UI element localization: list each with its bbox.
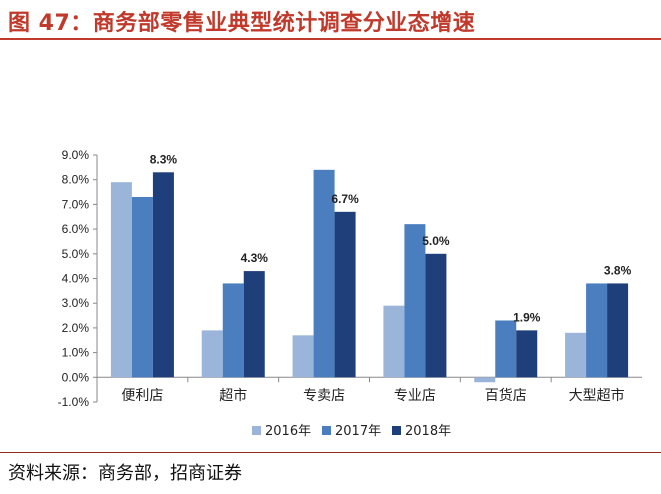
bar	[474, 377, 496, 383]
bar	[334, 211, 356, 378]
y-tick-label: 5.0%	[62, 247, 90, 261]
bar	[383, 305, 405, 378]
x-category-label: 专卖店	[303, 388, 345, 404]
bar	[586, 283, 608, 378]
data-label: 6.7%	[331, 192, 359, 206]
y-tick-label: 8.0%	[62, 173, 90, 187]
data-label: 3.8%	[604, 263, 632, 277]
figure-title: 图 47：商务部零售业典型统计调查分业态增速	[8, 11, 476, 36]
legend-label: 2018年	[405, 424, 451, 439]
x-axis: 便利店 超市 专卖店 专业店 百货店 大型超市	[97, 376, 642, 404]
legend-swatch	[322, 426, 331, 435]
legend-label: 2017年	[335, 424, 381, 439]
x-category-label: 大型超市	[569, 387, 625, 404]
legend-swatch	[392, 426, 401, 435]
y-tick-label: 1.0%	[62, 346, 90, 360]
x-category-label: 专业店	[394, 388, 436, 404]
bar	[201, 330, 223, 378]
data-label: 5.0%	[422, 234, 450, 248]
y-tick-label: 0.0%	[62, 370, 90, 384]
figure-header: 图 47：商务部零售业典型统计调查分业态增速	[0, 0, 661, 44]
bar	[313, 169, 335, 378]
legend: 2016年 2017年 2018年	[252, 424, 451, 439]
bar	[222, 283, 244, 378]
bar	[243, 271, 265, 378]
bar	[425, 253, 447, 378]
bar-series	[110, 169, 629, 383]
data-label: 8.3%	[150, 152, 178, 166]
x-category-label: 便利店	[121, 388, 163, 404]
legend-label: 2016年	[265, 424, 311, 439]
y-tick-label: 4.0%	[62, 272, 90, 286]
data-label: 1.9%	[513, 310, 541, 324]
bar	[607, 283, 629, 378]
y-axis: 9.0% 8.0% 7.0% 6.0% 5.0% 4.0% 3.0% 2.0% 1.0% 0.0%…	[58, 148, 98, 409]
bar	[404, 224, 426, 378]
source-divider	[0, 452, 661, 453]
bar	[516, 330, 538, 378]
data-labels: 8.3% 4.3% 6.7% 5.0% 1.9% 3.8%	[150, 152, 632, 324]
bar	[131, 196, 153, 378]
data-label: 4.3%	[241, 251, 269, 265]
bar	[152, 172, 174, 378]
bar	[565, 332, 587, 378]
y-tick-label: -1.0%	[58, 395, 90, 409]
source-note: 资料来源：商务部，招商证券	[8, 463, 242, 484]
y-tick-label: 7.0%	[62, 197, 90, 211]
legend-swatch	[252, 426, 261, 435]
bar	[110, 182, 132, 378]
bar	[292, 335, 314, 378]
y-tick-label: 2.0%	[62, 321, 90, 335]
y-tick-label: 3.0%	[62, 296, 90, 310]
y-tick-label: 9.0%	[62, 148, 90, 162]
bar	[495, 320, 517, 378]
x-category-label: 超市	[219, 387, 247, 404]
title-divider	[0, 38, 661, 40]
y-tick-label: 6.0%	[62, 222, 90, 236]
x-category-label: 百货店	[485, 387, 527, 404]
